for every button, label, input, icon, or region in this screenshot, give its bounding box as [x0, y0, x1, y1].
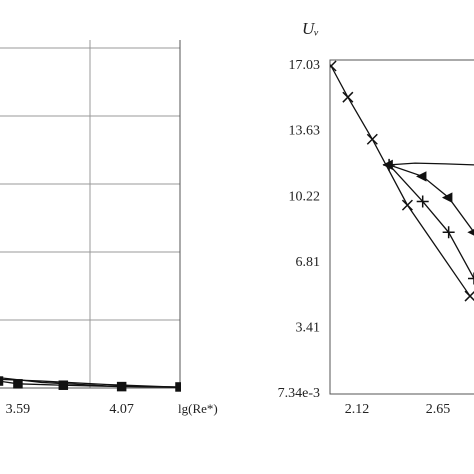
marker: [0, 376, 4, 386]
y-tick-label: 13.63: [289, 124, 321, 139]
x-tick-label: 3.59: [6, 402, 31, 417]
data-line: [388, 164, 474, 279]
marker: [366, 133, 378, 145]
marker: [383, 158, 396, 171]
marker: [467, 228, 474, 236]
data-line: [389, 162, 474, 166]
right-plot: [330, 60, 474, 302]
y-tick-label: 7.34e-3: [278, 386, 320, 401]
y-tick-label: 17.03: [289, 58, 321, 73]
y-axis-label: Uᵥ: [302, 19, 319, 38]
x-axis-label: lg(Re*): [178, 401, 218, 416]
right-frame: [329, 59, 474, 395]
left-plot: [0, 376, 181, 392]
marker: [416, 171, 427, 182]
marker: [442, 226, 455, 239]
marker: [416, 195, 429, 208]
marker: [330, 60, 337, 72]
y-tick-label: 10.22: [289, 189, 321, 204]
y-tick-label: 3.41: [296, 321, 321, 336]
left-grid: [0, 40, 181, 389]
y-tick-label: 6.81: [296, 255, 321, 270]
data-line: [388, 164, 474, 233]
marker: [13, 379, 23, 389]
marker: [58, 380, 69, 390]
x-tick-label: 2.65: [426, 402, 451, 417]
labels: 3.59 4.07 lg(Re*) 2.12 2.65 7.34e-3 3.41 6.81 10…: [6, 19, 451, 417]
data-line: [0, 378, 181, 388]
x-tick-label: 2.12: [345, 402, 370, 417]
marker: [342, 91, 354, 103]
marker: [401, 199, 413, 211]
marker: [468, 272, 474, 285]
marker: [464, 290, 474, 302]
x-tick-label: 4.07: [109, 402, 134, 417]
marker: [441, 192, 453, 203]
